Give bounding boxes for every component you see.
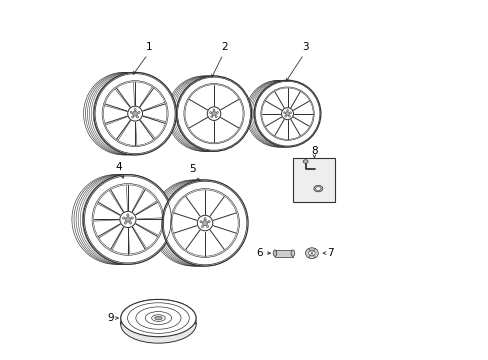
Text: 9: 9 bbox=[107, 313, 114, 323]
Circle shape bbox=[283, 112, 285, 113]
Ellipse shape bbox=[305, 248, 318, 258]
Text: 1: 1 bbox=[146, 42, 152, 52]
Circle shape bbox=[122, 217, 124, 219]
Circle shape bbox=[284, 116, 286, 117]
Circle shape bbox=[210, 116, 212, 118]
Polygon shape bbox=[121, 300, 196, 324]
Circle shape bbox=[138, 111, 140, 113]
Circle shape bbox=[132, 111, 137, 116]
Circle shape bbox=[127, 106, 142, 121]
Circle shape bbox=[129, 222, 131, 224]
Circle shape bbox=[162, 180, 247, 266]
Circle shape bbox=[286, 109, 288, 111]
Circle shape bbox=[203, 218, 206, 220]
Circle shape bbox=[215, 116, 217, 118]
Ellipse shape bbox=[315, 187, 320, 190]
Circle shape bbox=[131, 116, 134, 118]
Ellipse shape bbox=[303, 160, 307, 163]
Text: 3: 3 bbox=[302, 42, 308, 52]
Circle shape bbox=[207, 221, 210, 223]
Ellipse shape bbox=[273, 250, 276, 256]
Circle shape bbox=[130, 111, 132, 113]
Circle shape bbox=[211, 111, 216, 116]
Circle shape bbox=[202, 220, 207, 226]
Circle shape bbox=[216, 112, 218, 113]
Ellipse shape bbox=[121, 300, 196, 337]
Circle shape bbox=[120, 211, 136, 228]
Bar bbox=[292, 158, 335, 202]
Circle shape bbox=[209, 112, 211, 113]
Ellipse shape bbox=[154, 316, 162, 320]
Circle shape bbox=[94, 72, 176, 155]
Ellipse shape bbox=[313, 185, 322, 192]
Circle shape bbox=[126, 214, 129, 216]
Ellipse shape bbox=[308, 251, 314, 256]
Ellipse shape bbox=[121, 306, 196, 343]
Circle shape bbox=[176, 76, 251, 151]
Circle shape bbox=[213, 109, 215, 111]
Circle shape bbox=[281, 108, 293, 120]
Text: 6: 6 bbox=[256, 248, 263, 258]
Bar bbox=[274, 249, 292, 257]
Circle shape bbox=[125, 217, 130, 222]
Ellipse shape bbox=[290, 250, 294, 256]
Circle shape bbox=[207, 107, 221, 121]
Circle shape bbox=[285, 112, 289, 116]
Text: 2: 2 bbox=[221, 42, 227, 52]
Circle shape bbox=[136, 116, 138, 118]
Circle shape bbox=[197, 215, 212, 231]
Text: 4: 4 bbox=[115, 162, 122, 172]
Circle shape bbox=[83, 175, 172, 264]
Circle shape bbox=[134, 109, 136, 111]
Circle shape bbox=[206, 225, 208, 228]
Circle shape bbox=[124, 222, 126, 224]
Circle shape bbox=[254, 80, 320, 147]
Circle shape bbox=[131, 217, 133, 219]
Text: 8: 8 bbox=[310, 146, 317, 156]
Text: 5: 5 bbox=[189, 164, 195, 174]
Text: 7: 7 bbox=[326, 248, 333, 258]
Circle shape bbox=[288, 116, 290, 117]
Circle shape bbox=[201, 225, 203, 228]
Circle shape bbox=[200, 221, 202, 223]
Circle shape bbox=[289, 112, 291, 113]
